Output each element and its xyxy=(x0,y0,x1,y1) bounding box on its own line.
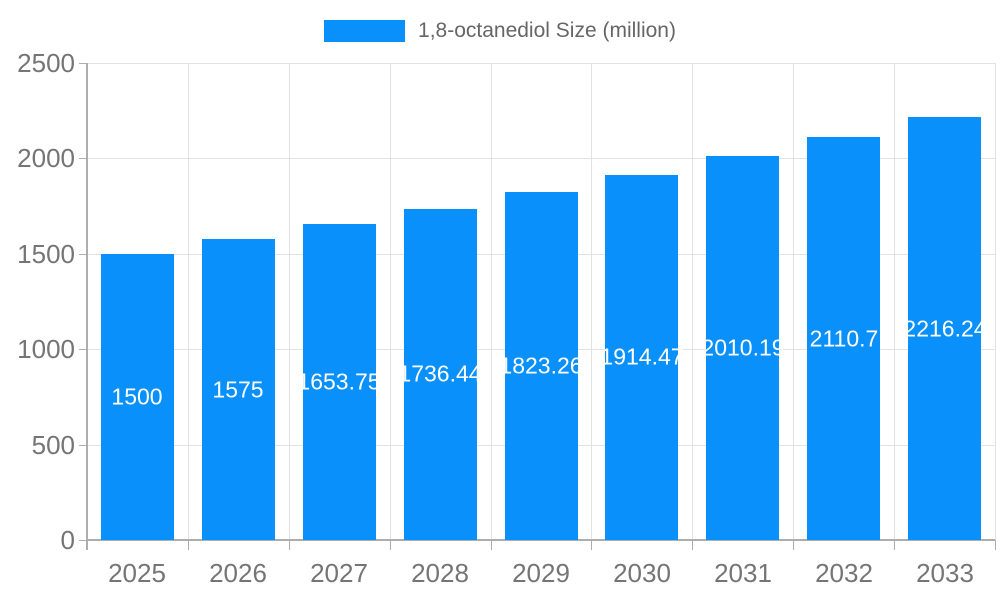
legend[interactable]: 1,8-octanediol Size (million) xyxy=(0,18,1000,44)
x-tick xyxy=(591,540,592,550)
x-tick-label: 2033 xyxy=(916,558,974,588)
gridline-vertical xyxy=(188,63,189,540)
gridline-horizontal xyxy=(87,158,995,159)
x-tick xyxy=(188,540,189,550)
x-tick-label: 2032 xyxy=(815,558,873,588)
x-tick xyxy=(289,540,290,550)
y-axis-line xyxy=(86,63,88,550)
y-tick-label: 1500 xyxy=(17,239,75,269)
gridline-horizontal xyxy=(87,63,995,64)
bar[interactable] xyxy=(404,209,477,540)
x-tick-label: 2030 xyxy=(613,558,671,588)
bar[interactable] xyxy=(202,239,275,540)
bar[interactable] xyxy=(706,156,779,540)
x-tick xyxy=(491,540,492,550)
gridline-vertical xyxy=(289,63,290,540)
gridline-vertical xyxy=(390,63,391,540)
y-tick-label: 1000 xyxy=(17,334,75,364)
y-tick-label: 2000 xyxy=(17,143,75,173)
y-tick-label: 2500 xyxy=(17,48,75,78)
y-tick xyxy=(79,349,87,350)
x-tick xyxy=(793,540,794,550)
x-tick-label: 2027 xyxy=(310,558,368,588)
y-tick-label: 0 xyxy=(60,525,75,555)
bar[interactable] xyxy=(505,192,578,540)
gridline-vertical xyxy=(793,63,794,540)
y-tick xyxy=(79,63,87,64)
gridline-vertical xyxy=(491,63,492,540)
x-tick-label: 2025 xyxy=(108,558,166,588)
y-tick-label: 500 xyxy=(31,430,75,460)
x-tick-label: 2029 xyxy=(512,558,570,588)
y-tick xyxy=(79,254,87,255)
x-axis-line xyxy=(87,539,995,541)
bar[interactable] xyxy=(807,137,880,540)
legend-label: 1,8-octanediol Size (million) xyxy=(418,19,676,42)
y-tick xyxy=(79,445,87,446)
gridline-vertical xyxy=(894,63,895,540)
bar[interactable] xyxy=(101,254,174,540)
x-tick xyxy=(995,540,996,550)
x-tick xyxy=(894,540,895,550)
x-tick-label: 2031 xyxy=(714,558,772,588)
gridline-vertical xyxy=(692,63,693,540)
bar[interactable] xyxy=(605,175,678,540)
gridline-vertical xyxy=(995,63,996,540)
gridline-vertical xyxy=(591,63,592,540)
x-tick xyxy=(692,540,693,550)
y-tick xyxy=(79,540,87,541)
legend-swatch xyxy=(324,20,406,42)
bar[interactable] xyxy=(908,117,981,540)
x-tick-label: 2026 xyxy=(209,558,267,588)
bar[interactable] xyxy=(303,224,376,540)
x-tick xyxy=(390,540,391,550)
x-tick-label: 2028 xyxy=(411,558,469,588)
y-tick xyxy=(79,158,87,159)
